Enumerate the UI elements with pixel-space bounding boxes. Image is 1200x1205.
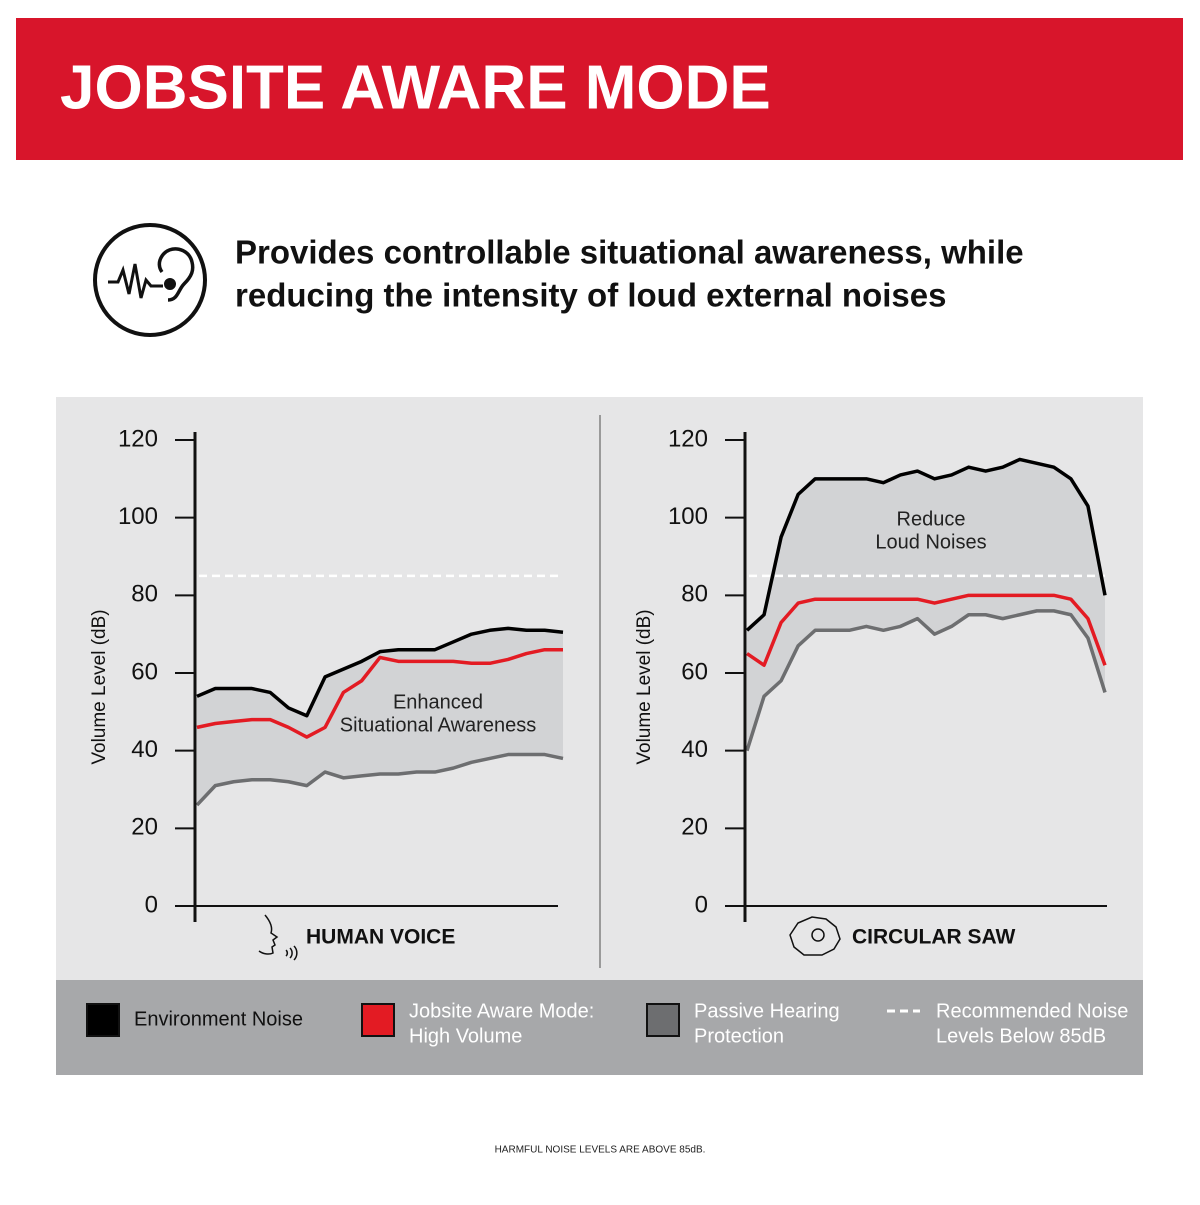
y-tick-label: 60 [681,658,708,685]
series-line [746,593,1107,667]
x-axis-label: HUMAN VOICE [306,926,455,949]
annotation: Situational Awareness [340,714,536,736]
y-tick-label: 120 [118,425,158,452]
y-axis-label: Volume Level (dB) [89,609,110,764]
legend-swatch [361,1003,395,1037]
y-axis-label: Volume Level (dB) [634,609,655,764]
subtitle-line: Provides controllable situational awaren… [235,234,1024,271]
legend-label: Passive Hearing [694,1000,840,1022]
saw-icon [789,916,841,956]
y-tick-label: 100 [118,503,158,530]
series-line [196,647,563,739]
annotation: Loud Noises [875,531,986,553]
header-banner [16,18,1183,160]
y-tick-label: 60 [131,658,158,685]
legend-label: High Volume [409,1025,522,1047]
legend-label: Environment Noise [134,1008,303,1030]
legend-label: Levels Below 85dB [936,1025,1106,1047]
y-tick-label: 40 [681,736,708,763]
footnote: HARMFUL NOISE LEVELS ARE ABOVE 85dB. [495,1145,706,1156]
series-line [196,626,564,718]
annotation: Enhanced [393,691,483,713]
series-line [745,609,1107,752]
annotation: Reduce [897,508,966,530]
subtitle-line: reducing the intensity of loud external … [235,277,946,314]
y-tick-label: 20 [131,814,158,841]
legend-label: Protection [694,1025,784,1047]
header-title: JOBSITE AWARE MODE [60,53,771,122]
ear-icon [93,223,207,337]
series-line [745,457,1107,632]
y-tick-label: 80 [131,581,158,608]
y-tick-label: 0 [695,891,708,918]
y-tick-label: 80 [681,581,708,608]
y-tick-label: 120 [668,425,708,452]
legend-swatch [646,1003,680,1037]
voice-icon [258,914,298,961]
series-line [195,752,564,807]
y-tick-label: 40 [131,736,158,763]
y-tick-label: 100 [668,503,708,530]
awareness-band [747,459,1105,751]
y-tick-label: 0 [145,891,158,918]
legend-band [56,980,1143,1075]
legend-label: Jobsite Aware Mode: [409,1000,594,1022]
x-axis-label: CIRCULAR SAW [852,926,1016,949]
legend-swatch [86,1003,120,1037]
legend-label: Recommended Noise [936,1000,1128,1022]
y-tick-label: 20 [681,814,708,841]
